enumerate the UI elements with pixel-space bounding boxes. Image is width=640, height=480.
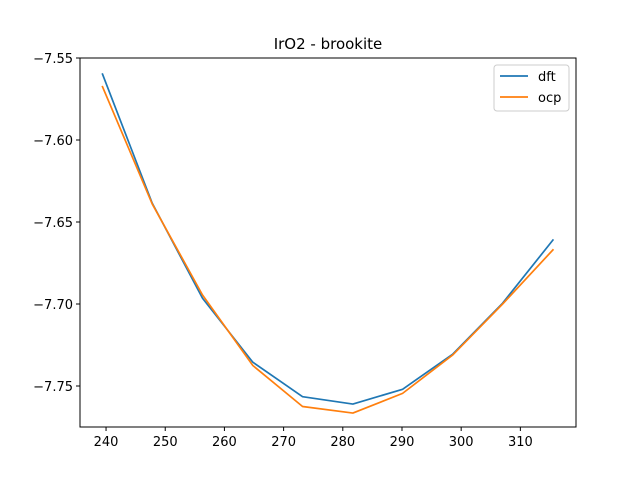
legend: dft ocp <box>493 64 570 112</box>
y-tick-label: −7.60 <box>33 134 73 149</box>
x-tick-label: 300 <box>449 435 474 450</box>
x-tick-label: 240 <box>94 435 119 450</box>
x-tick-label: 290 <box>390 435 415 450</box>
plot-frame <box>79 57 577 428</box>
y-tick-label: −7.75 <box>33 380 73 395</box>
y-tick-label: −7.70 <box>33 298 73 313</box>
chart-title: IrO2 - brookite <box>274 35 383 53</box>
y-tick-label: −7.55 <box>33 52 73 67</box>
y-tick-label: −7.65 <box>33 216 73 231</box>
x-tick-label: 270 <box>271 435 296 450</box>
y-axis: −7.55 −7.60 −7.65 −7.70 −7.75 <box>33 52 80 395</box>
plot-lines <box>101 72 555 414</box>
x-tick-label: 280 <box>330 435 355 450</box>
series-line-ocp <box>101 85 555 414</box>
x-tick-label: 250 <box>153 435 178 450</box>
x-axis: 240 250 260 270 280 290 300 310 <box>94 427 533 450</box>
x-tick-label: 260 <box>212 435 237 450</box>
legend-label-dft: dft <box>538 70 556 85</box>
legend-label-ocp: ocp <box>538 91 561 106</box>
x-tick-label: 310 <box>508 435 533 450</box>
